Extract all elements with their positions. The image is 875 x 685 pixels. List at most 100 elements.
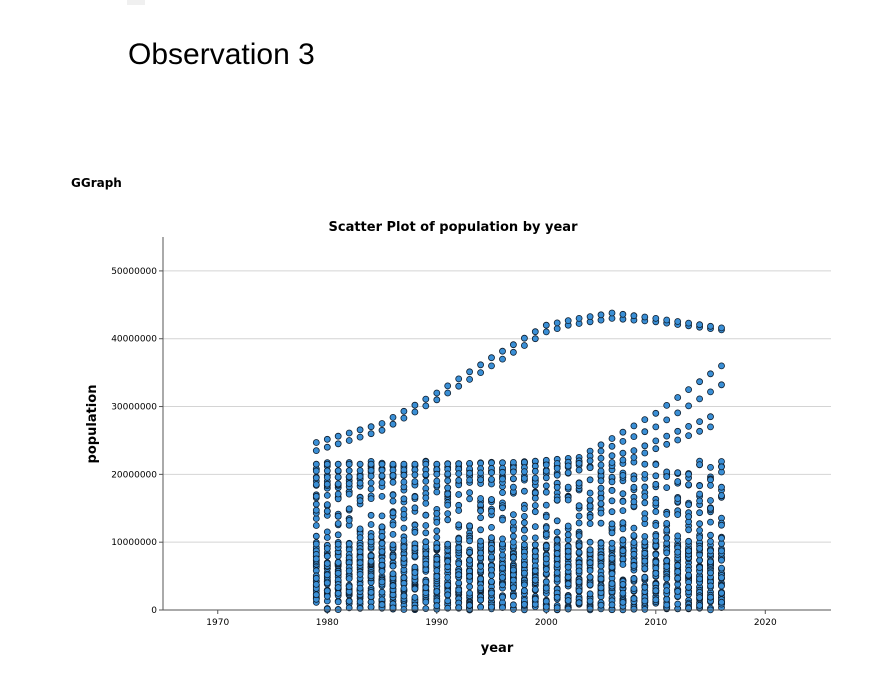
data-point xyxy=(411,552,419,560)
data-point xyxy=(619,428,627,436)
data-point xyxy=(312,481,320,488)
data-point xyxy=(389,521,397,529)
data-point xyxy=(619,525,627,533)
data-point xyxy=(378,479,386,487)
data-point xyxy=(696,602,703,609)
data-point xyxy=(685,537,692,545)
data-point xyxy=(521,534,528,542)
data-point xyxy=(367,479,375,487)
data-point xyxy=(389,562,397,570)
x-tick-label: 1990 xyxy=(425,618,448,628)
data-point xyxy=(652,522,660,529)
data-point xyxy=(542,555,550,563)
data-point xyxy=(367,460,375,468)
data-point xyxy=(312,591,320,599)
data-point xyxy=(641,493,649,501)
data-point xyxy=(575,532,583,540)
data-point xyxy=(707,463,714,471)
data-point xyxy=(323,473,331,481)
data-point xyxy=(455,375,463,383)
data-point xyxy=(553,325,561,333)
data-point xyxy=(564,496,572,504)
data-point xyxy=(433,510,441,517)
data-point xyxy=(564,317,572,325)
data-point xyxy=(521,513,528,520)
data-point xyxy=(389,472,397,479)
data-point xyxy=(488,534,495,542)
data-point xyxy=(641,538,649,546)
data-point xyxy=(345,473,353,481)
data-point xyxy=(378,561,386,569)
data-point xyxy=(542,474,550,482)
data-point xyxy=(608,563,616,571)
data-point xyxy=(378,466,386,474)
data-point xyxy=(597,454,605,462)
data-point xyxy=(455,507,463,514)
data-point xyxy=(696,527,703,534)
data-point xyxy=(411,504,419,512)
data-point xyxy=(488,589,495,597)
data-point xyxy=(531,328,539,336)
data-point xyxy=(422,522,430,529)
data-point xyxy=(400,543,408,551)
data-point xyxy=(542,598,550,605)
data-point xyxy=(521,474,528,482)
data-point xyxy=(477,469,485,477)
data-point xyxy=(619,310,627,318)
data-point xyxy=(542,542,550,550)
data-point xyxy=(334,480,342,488)
data-point xyxy=(542,461,550,469)
data-point xyxy=(542,584,550,592)
data-point xyxy=(499,581,506,589)
data-point xyxy=(663,601,671,609)
data-point xyxy=(455,476,463,484)
data-point xyxy=(499,475,506,483)
data-point xyxy=(630,483,638,491)
data-point xyxy=(652,570,660,577)
data-point xyxy=(663,440,671,448)
data-point xyxy=(488,362,495,370)
data-point xyxy=(433,389,441,397)
data-point xyxy=(608,478,616,486)
data-point xyxy=(433,488,441,496)
data-point xyxy=(531,508,539,516)
data-point xyxy=(323,605,331,613)
data-point xyxy=(641,515,649,523)
data-point xyxy=(312,540,320,548)
data-point xyxy=(663,557,671,565)
data-point xyxy=(312,474,320,482)
data-point xyxy=(378,533,386,540)
data-point xyxy=(608,529,616,537)
data-point xyxy=(345,437,353,444)
data-point xyxy=(553,464,561,472)
data-point xyxy=(400,460,408,468)
data-point xyxy=(641,470,649,478)
data-point xyxy=(323,571,331,579)
data-point xyxy=(466,589,474,597)
data-point xyxy=(718,362,725,370)
data-point xyxy=(707,547,714,555)
data-point xyxy=(433,477,441,485)
data-point xyxy=(345,429,353,437)
data-point xyxy=(510,526,517,534)
data-point xyxy=(531,534,539,542)
data-point xyxy=(531,586,539,593)
data-point xyxy=(389,509,397,517)
data-point xyxy=(433,527,441,535)
data-point xyxy=(652,499,660,507)
data-point xyxy=(455,535,463,543)
data-point xyxy=(356,426,364,434)
data-point xyxy=(630,605,638,613)
data-point xyxy=(718,492,725,499)
data-point xyxy=(521,342,528,349)
data-point xyxy=(400,585,408,592)
data-point xyxy=(718,582,725,590)
data-point xyxy=(345,583,353,590)
data-point xyxy=(323,460,331,468)
data-point xyxy=(488,603,495,611)
data-point xyxy=(586,559,594,567)
data-point xyxy=(619,449,627,457)
data-point xyxy=(718,483,725,491)
data-point xyxy=(652,532,660,540)
data-point xyxy=(597,477,605,485)
